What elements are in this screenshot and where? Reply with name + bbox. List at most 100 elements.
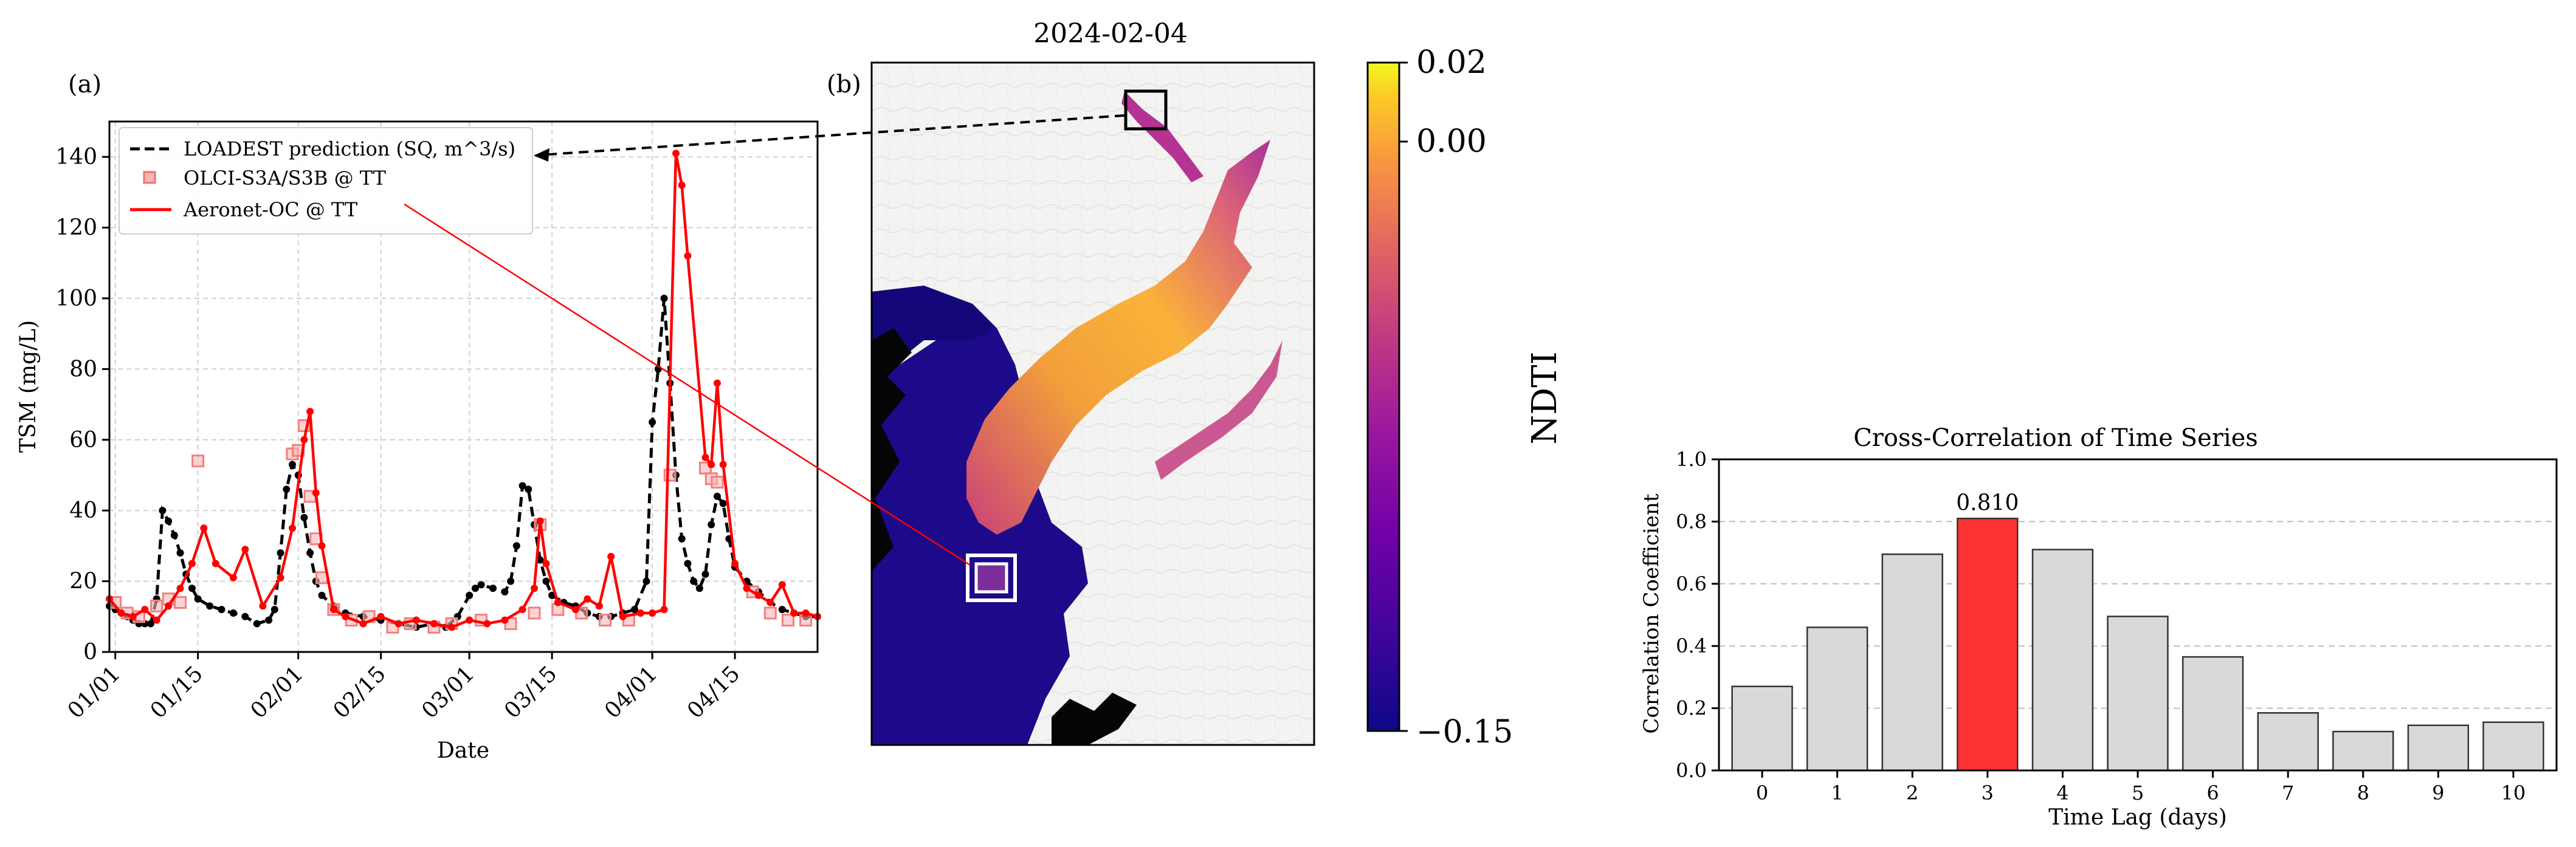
bar-x-tick-label: 0	[1756, 781, 1768, 804]
a-series-point	[719, 499, 727, 507]
panel-b-label: (b)	[827, 70, 861, 98]
a-olci-marker	[781, 614, 794, 627]
a-series-point	[701, 570, 709, 578]
a-series-point	[377, 612, 385, 620]
a-series-point	[713, 492, 721, 500]
a-series-point	[512, 542, 520, 550]
a-y-tick-label: 120	[55, 216, 97, 241]
a-series-point	[778, 581, 786, 589]
a-series-point	[241, 546, 249, 554]
bar-y-tick-label: 0.4	[1676, 634, 1707, 657]
a-series-point	[153, 616, 160, 624]
bar	[2482, 721, 2544, 772]
bar-x-tick-label: 9	[2432, 781, 2444, 804]
bar-chart-bars	[1731, 518, 2544, 772]
tt-site-box-inner	[974, 562, 1008, 594]
bar	[2031, 549, 2094, 772]
bar	[1806, 626, 1868, 772]
a-series-point	[300, 436, 308, 444]
a-series-point	[619, 612, 627, 620]
a-series-point	[229, 574, 237, 581]
a-olci-marker	[191, 454, 205, 468]
map-upper-river	[1121, 91, 1204, 182]
tt-site-box-outer	[966, 554, 1017, 602]
bar	[2257, 712, 2319, 772]
a-series-point	[430, 620, 438, 628]
legend-label-olci: OLCI-S3A/S3B @ TT	[184, 166, 387, 190]
panel-a-plot-frame	[108, 120, 819, 653]
colorbar-ramp	[1366, 61, 1400, 732]
legend-label-aeronet: Aeronet-OC @ TT	[183, 198, 358, 221]
a-series-point	[678, 535, 686, 543]
a-y-tick-label: 20	[69, 569, 97, 594]
a-series-point	[507, 577, 515, 585]
a-series-point	[754, 591, 762, 599]
a-x-tick-label: 02/15	[329, 661, 391, 723]
a-series-point	[642, 577, 650, 585]
map-frame	[870, 61, 1315, 746]
a-series-point	[466, 591, 474, 599]
a-series-point	[518, 606, 526, 614]
a-series-point	[129, 612, 137, 620]
a-series-point	[719, 461, 727, 468]
a-series-point	[253, 620, 261, 628]
a-series-point	[288, 461, 296, 468]
panel-a-legend: LOADEST prediction (SQ, m^3/s) OLCI-S3A/…	[119, 127, 533, 235]
ndti-map	[870, 61, 1315, 746]
panel-a-label: (a)	[68, 70, 102, 98]
a-series-point	[554, 598, 562, 606]
a-series-point	[306, 549, 314, 557]
a-series-point	[542, 560, 550, 568]
a-series-point	[684, 560, 692, 568]
a-series-point	[270, 606, 278, 614]
panel-a-y-axis-title: TSM (mg/L)	[16, 320, 41, 453]
a-series-point	[466, 616, 474, 624]
a-series-point	[194, 595, 202, 603]
panel-a: (a) 0 20 40 60 80 100 120 140 01/01 01/15 02/01 02/…	[16, 70, 821, 763]
a-series-point	[259, 602, 267, 610]
a-series-point	[477, 581, 485, 589]
panel-b: (b) 2024-02-04 0.02 0.00 −0.15	[827, 18, 1565, 750]
bar-highlighted	[1957, 518, 2019, 772]
colorbar-tick-label-0: 0.02	[1416, 44, 1487, 81]
a-olci-marker	[174, 596, 187, 609]
colorbar-tick-label-2: −0.15	[1416, 714, 1513, 750]
a-series-point	[188, 560, 196, 568]
a-series-point	[684, 252, 692, 260]
a-series-point	[595, 602, 603, 610]
a-series-point	[518, 482, 526, 490]
map-east-creek	[1155, 340, 1283, 480]
panel-a-x-axis-title: Date	[437, 738, 489, 763]
a-series-point	[660, 606, 668, 614]
bar-x-tick-label: 10	[2501, 781, 2526, 804]
a-series-point	[649, 609, 656, 617]
a-series-point	[394, 620, 402, 628]
a-series-point	[531, 585, 538, 592]
map-estuary	[966, 140, 1270, 535]
bar-y-tick-label: 0.8	[1676, 510, 1707, 533]
a-x-tick-label: 04/15	[683, 661, 745, 723]
bar-chart-highlight-label: 0.810	[1956, 490, 2019, 515]
bar-y-tick-label: 0.6	[1676, 572, 1707, 595]
a-series-point	[501, 588, 509, 596]
a-series-line	[108, 153, 818, 629]
bar-chart-x-axis-title: Time Lag (days)	[2048, 805, 2227, 830]
bar-chart-y-axis-title: Correlation Coefficient	[1639, 493, 1664, 734]
a-x-tick-label: 01/01	[63, 661, 125, 723]
a-series-point	[607, 552, 615, 560]
a-y-tick-label: 100	[55, 286, 97, 311]
a-series-point	[306, 408, 314, 416]
a-series-point	[359, 620, 367, 628]
a-series-point	[329, 606, 337, 614]
bar	[2407, 724, 2470, 772]
bar-x-tick-label: 1	[1831, 781, 1843, 804]
a-series-point	[708, 521, 715, 529]
a-series-point	[170, 531, 178, 539]
a-series-point	[117, 609, 125, 617]
a-series-point	[212, 560, 219, 568]
colorbar-label: NDTI	[1525, 351, 1565, 444]
a-y-tick-label: 80	[69, 357, 97, 382]
bar	[1731, 685, 1793, 772]
a-series-point	[300, 513, 308, 521]
cross-correlation-chart: Cross-Correlation of Time Series 0.00.20…	[1639, 424, 2558, 830]
